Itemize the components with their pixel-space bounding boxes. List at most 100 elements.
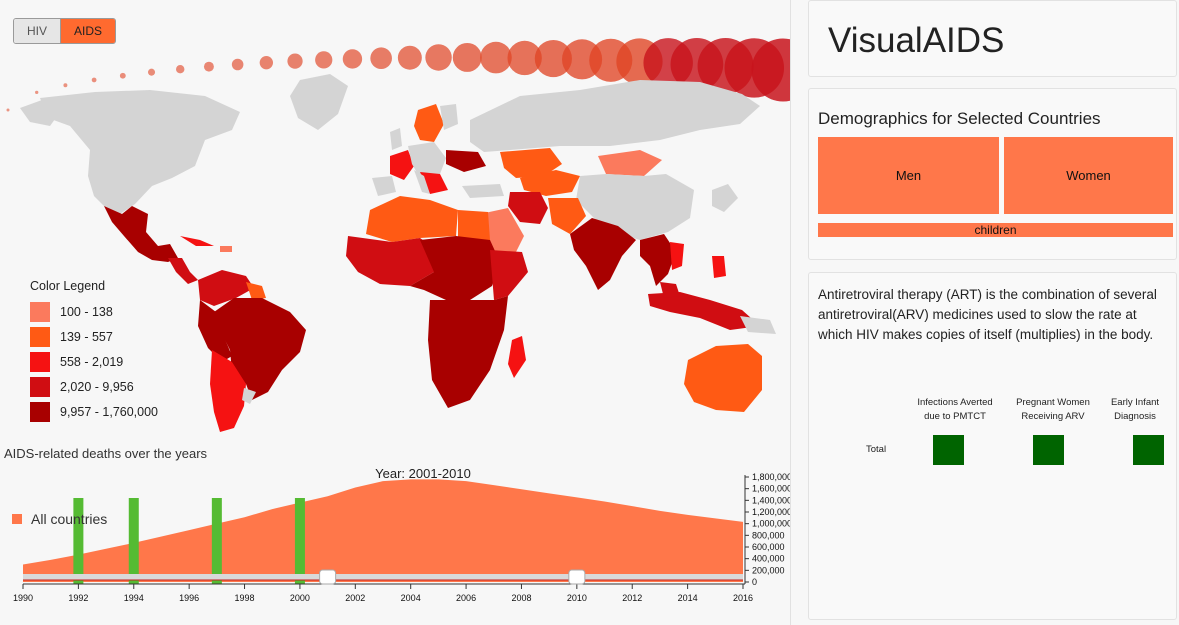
country-australia[interactable] <box>684 344 762 412</box>
country-alaska[interactable] <box>20 100 60 126</box>
country-north-africa[interactable] <box>366 196 458 242</box>
row-label-total: Total <box>866 444 887 455</box>
brush-handle[interactable] <box>319 569 337 585</box>
trail-bubble <box>6 108 10 112</box>
country-kazakhstan[interactable] <box>520 170 580 196</box>
country-guianas[interactable] <box>246 282 266 300</box>
brush-handle[interactable] <box>568 569 586 585</box>
year-range-label: Year: 2001-2010 <box>375 466 471 481</box>
column-header-pregnant-women: Pregnant Women Receiving ARV <box>1003 396 1103 424</box>
country-india[interactable] <box>570 218 636 290</box>
highlight-year-marker[interactable] <box>128 498 139 584</box>
deaths-area-chart: Year: 2001-2010 All countries 1990 1992 19… <box>12 466 790 603</box>
country-hispaniola[interactable] <box>220 246 232 252</box>
country-iran[interactable] <box>508 192 548 224</box>
country-finland[interactable] <box>440 104 458 130</box>
country-cuba[interactable] <box>180 236 214 246</box>
trail-bubble <box>751 38 790 102</box>
column-header-pmtct: Infections Averted due to PMTCT <box>905 396 1005 424</box>
africa[interactable] <box>346 196 528 408</box>
europe[interactable] <box>372 104 486 196</box>
country-central-africa[interactable] <box>410 236 500 300</box>
highlight-year-marker[interactable] <box>294 498 305 584</box>
x-tick-label: 1994 <box>124 593 144 603</box>
trail-bubble <box>259 55 274 70</box>
country-balkans[interactable] <box>420 172 448 194</box>
cell-early-infant-total[interactable] <box>1133 435 1164 465</box>
trail-bubble <box>176 64 185 74</box>
country-egypt[interactable] <box>458 210 490 240</box>
country-canada-usa[interactable] <box>40 90 240 214</box>
series-legend-swatch <box>12 514 22 524</box>
highlight-year-marker[interactable] <box>211 498 222 584</box>
brush-track[interactable] <box>23 574 743 580</box>
country-italy[interactable] <box>414 170 430 194</box>
country-mongolia[interactable] <box>598 150 662 176</box>
y-tick-label: 800,000 <box>752 530 785 540</box>
country-afghanistan-pakistan[interactable] <box>548 198 586 234</box>
country-uruguay[interactable] <box>242 388 256 404</box>
legend-label: 9,957 - 1,760,000 <box>60 404 158 419</box>
country-ukraine[interactable] <box>446 150 486 172</box>
country-malaysia[interactable] <box>660 282 680 298</box>
country-west-africa[interactable] <box>346 236 440 286</box>
men-segment[interactable]: Men <box>818 137 999 214</box>
country-japan-korea[interactable] <box>712 184 738 212</box>
hiv-button[interactable]: HIV <box>14 19 61 43</box>
y-tick-label: 1,000,000 <box>752 519 790 529</box>
oceania[interactable] <box>684 316 776 412</box>
country-central-america[interactable] <box>168 258 198 284</box>
world-map[interactable] <box>0 0 790 445</box>
x-tick-label: 2010 <box>567 593 587 603</box>
demographics-card: Demographics for Selected Countries Men … <box>808 88 1177 260</box>
country-new-guinea[interactable] <box>740 316 776 334</box>
country-iberia[interactable] <box>372 176 396 196</box>
country-southeast-asia[interactable] <box>640 234 676 286</box>
cell-pmtct-total[interactable] <box>933 435 964 465</box>
year-range-brush[interactable] <box>23 569 743 585</box>
column-header-line: Infections Averted <box>917 397 993 408</box>
country-central-europe[interactable] <box>408 142 446 178</box>
country-vietnam[interactable] <box>670 242 684 270</box>
country-philippines[interactable] <box>712 256 726 278</box>
country-peru-bolivia[interactable] <box>198 300 232 362</box>
cell-pregnant-women-total[interactable] <box>1033 435 1064 465</box>
x-tick-label: 1996 <box>179 593 199 603</box>
country-colombia-venezuela[interactable] <box>198 270 254 306</box>
column-header-early-infant: Early Infant Diagnosis <box>1105 396 1165 424</box>
column-header-line: Receiving ARV <box>1021 411 1085 422</box>
country-russia[interactable] <box>470 80 760 152</box>
aids-button[interactable]: AIDS <box>60 19 116 43</box>
country-greenland[interactable] <box>290 74 348 130</box>
legend-label: 558 - 2,019 <box>60 354 124 369</box>
highlight-year-marker[interactable] <box>73 498 84 584</box>
panel-divider <box>790 0 791 625</box>
trail-bubble <box>203 61 214 72</box>
country-france[interactable] <box>390 150 414 180</box>
women-segment[interactable]: Women <box>1004 137 1173 214</box>
country-uk[interactable] <box>390 128 402 150</box>
art-card: Antiretroviral therapy (ART) is the comb… <box>808 272 1177 620</box>
asia[interactable] <box>462 80 760 330</box>
country-southern-africa[interactable] <box>428 296 508 408</box>
south-america[interactable] <box>198 270 306 432</box>
country-indonesia[interactable] <box>648 292 760 330</box>
trail-bubble <box>507 40 542 76</box>
north-america[interactable] <box>20 74 348 284</box>
series-legend-label: All countries <box>31 511 107 527</box>
demographics-title: Demographics for Selected Countries <box>818 109 1101 128</box>
y-tick-label: 400,000 <box>752 554 785 564</box>
country-east-africa[interactable] <box>490 250 528 300</box>
trail-bubble <box>91 77 97 83</box>
country-scandinavia[interactable] <box>414 104 444 142</box>
country-mexico[interactable] <box>104 206 178 262</box>
country-madagascar[interactable] <box>508 336 526 378</box>
country-turkey[interactable] <box>462 184 504 198</box>
x-tick-label: 1992 <box>68 593 88 603</box>
legend-item: 139 - 557 <box>30 325 158 350</box>
country-russia-west[interactable] <box>500 148 562 178</box>
dataset-toggle[interactable]: HIV AIDS <box>13 18 117 44</box>
country-argentina-chile[interactable] <box>210 350 246 432</box>
children-segment[interactable]: children <box>818 223 1173 237</box>
